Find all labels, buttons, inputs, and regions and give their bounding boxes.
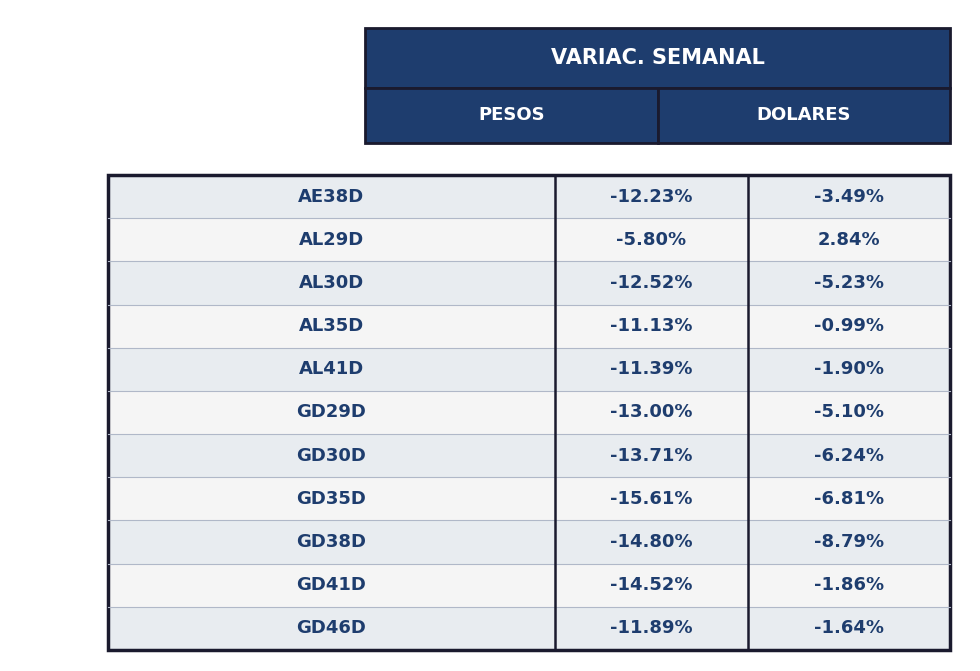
Text: -5.80%: -5.80% [616, 231, 687, 249]
Text: -1.90%: -1.90% [814, 360, 884, 378]
Text: DOLARES: DOLARES [757, 107, 851, 124]
Text: -12.23%: -12.23% [611, 188, 693, 205]
Text: AL30D: AL30D [299, 274, 365, 292]
Bar [108, 348, 950, 391]
Text: -14.80%: -14.80% [611, 533, 693, 551]
Text: VARIAC. SEMANAL: VARIAC. SEMANAL [551, 48, 764, 68]
Text: GD30D: GD30D [297, 447, 367, 465]
Text: GD35D: GD35D [297, 490, 367, 508]
Text: -5.10%: -5.10% [814, 403, 884, 421]
Bar [108, 434, 950, 477]
Bar [365, 88, 658, 143]
Bar [108, 262, 950, 305]
Text: PESOS: PESOS [478, 107, 545, 124]
Bar [108, 607, 950, 650]
Text: -5.23%: -5.23% [814, 274, 884, 292]
Text: GD38D: GD38D [297, 533, 367, 551]
Text: -13.00%: -13.00% [611, 403, 693, 421]
Text: -11.89%: -11.89% [611, 619, 693, 637]
Text: -14.52%: -14.52% [611, 576, 693, 595]
Text: -6.81%: -6.81% [814, 490, 884, 508]
Bar [108, 477, 950, 521]
Text: -13.71%: -13.71% [611, 447, 693, 465]
Bar [108, 175, 950, 218]
Bar [108, 175, 950, 650]
Text: AL41D: AL41D [299, 360, 365, 378]
Bar [108, 391, 950, 434]
Text: AL29D: AL29D [299, 231, 365, 249]
Text: GD29D: GD29D [297, 403, 367, 421]
Text: -11.39%: -11.39% [611, 360, 693, 378]
Text: -15.61%: -15.61% [611, 490, 693, 508]
Bar [108, 218, 950, 262]
Bar [658, 88, 950, 143]
Text: AE38D: AE38D [298, 188, 365, 205]
Text: 2.84%: 2.84% [817, 231, 880, 249]
Bar [108, 521, 950, 564]
Text: GD46D: GD46D [297, 619, 367, 637]
Text: -12.52%: -12.52% [611, 274, 693, 292]
Text: -1.64%: -1.64% [814, 619, 884, 637]
Bar [108, 564, 950, 607]
Text: -3.49%: -3.49% [814, 188, 884, 205]
Text: -6.24%: -6.24% [814, 447, 884, 465]
Text: GD41D: GD41D [297, 576, 367, 595]
Bar [365, 28, 950, 88]
Text: -8.79%: -8.79% [814, 533, 884, 551]
Text: -0.99%: -0.99% [814, 317, 884, 335]
Text: AL35D: AL35D [299, 317, 365, 335]
Text: -1.86%: -1.86% [814, 576, 884, 595]
Text: -11.13%: -11.13% [611, 317, 693, 335]
Bar [108, 305, 950, 348]
